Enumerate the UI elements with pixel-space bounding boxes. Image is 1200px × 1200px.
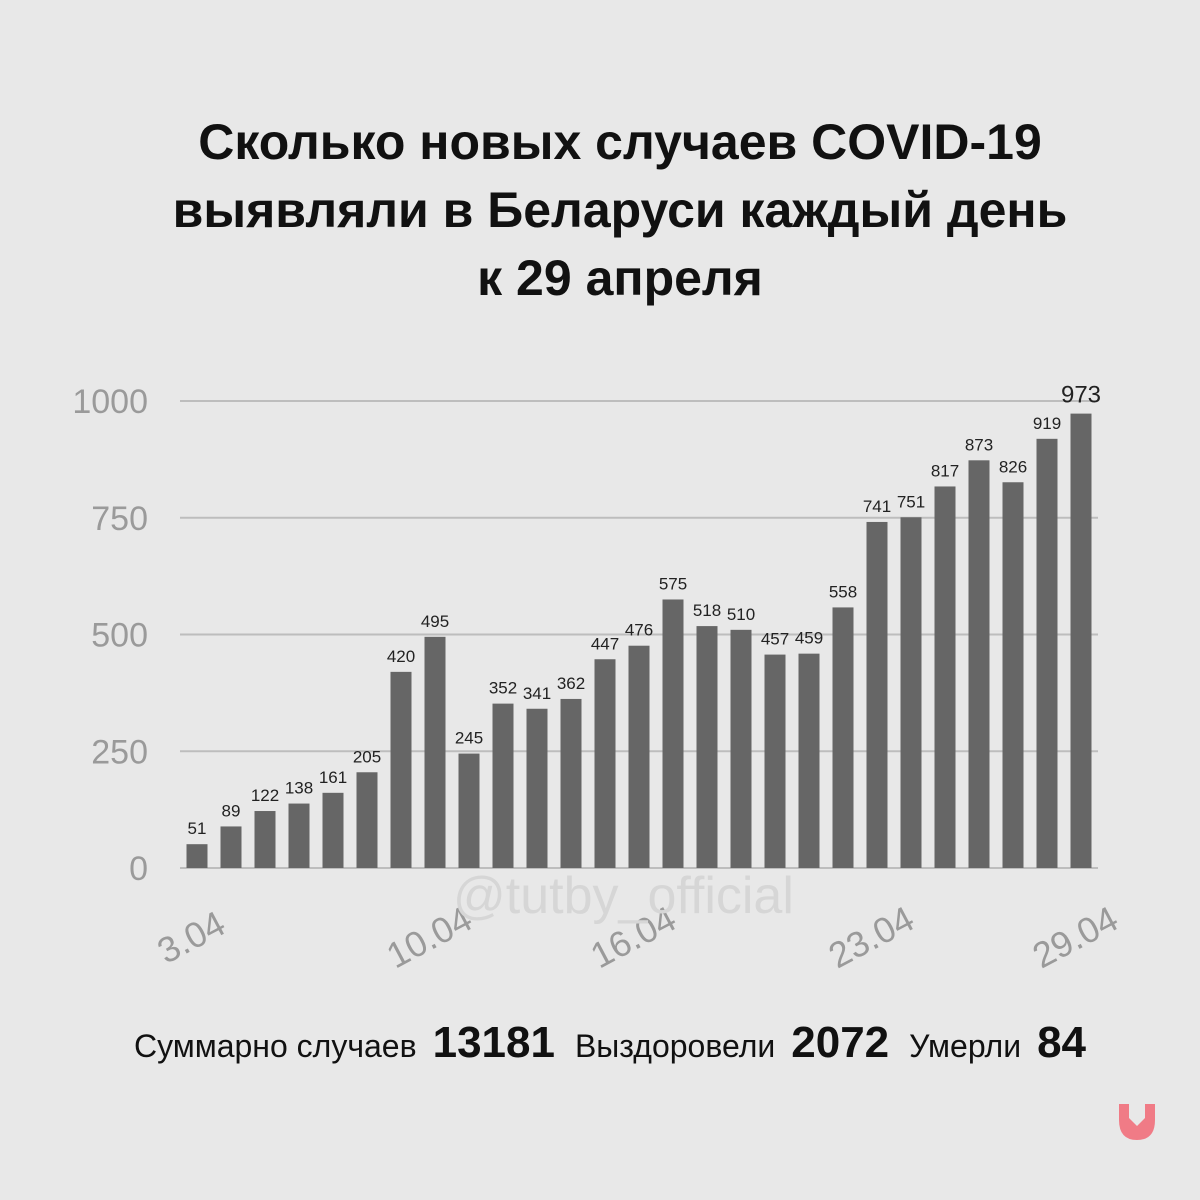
bar-12: [594, 659, 616, 868]
data-label-0: 51: [188, 819, 207, 838]
summary-stats: Суммарно случаев 13181 Выздоровели 2072 Умер…: [0, 1018, 1200, 1068]
chart-title: Сколько новых случаев COVID-19 выявляли …: [0, 108, 1200, 312]
data-label-6: 420: [387, 647, 415, 666]
watermark: @tutby_official: [453, 867, 794, 925]
x-tick-label-0: 3.04: [151, 902, 232, 971]
bar-5: [356, 772, 378, 868]
x-tick-label-3: 23.04: [822, 898, 921, 976]
y-tick-label-4: 1000: [72, 383, 148, 421]
data-label-20: 741: [863, 497, 891, 516]
bar-7: [424, 636, 446, 868]
recovered-value: 2072: [791, 1018, 890, 1067]
bar-0: [186, 844, 208, 868]
bar-10: [526, 708, 548, 868]
data-label-4: 161: [319, 768, 347, 787]
bar-22: [934, 486, 956, 868]
data-label-14: 575: [659, 574, 687, 593]
data-label-17: 457: [761, 630, 789, 649]
data-label-23: 873: [965, 435, 993, 454]
data-label-5: 205: [353, 747, 381, 766]
y-tick-label-1: 250: [91, 733, 148, 771]
bar-17: [764, 654, 786, 868]
bar-23: [968, 460, 990, 868]
bar-13: [628, 645, 650, 868]
data-label-2: 122: [251, 786, 279, 805]
tutby-down-arrow-logo-icon: [1119, 1104, 1155, 1140]
bar-11: [560, 698, 582, 868]
data-label-18: 459: [795, 629, 823, 648]
bar-2: [254, 811, 276, 868]
bar-9: [492, 703, 514, 868]
data-label-9: 352: [489, 679, 517, 698]
died-label: Умерли: [909, 1028, 1022, 1064]
bar-3: [288, 803, 310, 868]
data-label-26: 973: [1061, 382, 1101, 409]
data-label-21: 751: [897, 492, 925, 511]
died-value: 84: [1037, 1018, 1087, 1067]
data-label-16: 510: [727, 605, 755, 624]
bar-1: [220, 826, 242, 868]
total-cases-label: Суммарно случаев: [133, 1028, 417, 1064]
data-label-22: 817: [931, 461, 959, 480]
recovered-label: Выздоровели: [574, 1028, 776, 1064]
data-label-15: 518: [693, 601, 721, 620]
bar-6: [390, 671, 412, 868]
bar-18: [798, 653, 820, 868]
data-label-7: 495: [421, 612, 449, 631]
data-label-10: 341: [523, 684, 551, 703]
data-label-3: 138: [285, 779, 313, 798]
data-label-25: 919: [1033, 414, 1061, 433]
y-tick-label-3: 750: [91, 500, 148, 538]
data-label-1: 89: [222, 801, 241, 820]
bar-26: [1070, 413, 1092, 868]
total-cases-value: 13181: [432, 1018, 555, 1067]
title-line-1: Сколько новых случаев COVID-19: [198, 114, 1042, 170]
bar-21: [900, 517, 922, 868]
y-tick-label-2: 500: [91, 617, 148, 655]
bar-14: [662, 599, 684, 868]
data-label-11: 362: [557, 674, 585, 693]
bar-19: [832, 607, 854, 868]
bar-15: [696, 626, 718, 868]
data-label-24: 826: [999, 457, 1027, 476]
bar-4: [322, 792, 344, 868]
data-label-19: 558: [829, 582, 857, 601]
bar-8: [458, 753, 480, 868]
x-tick-label-4: 29.04: [1026, 898, 1125, 976]
bar-20: [866, 521, 888, 868]
data-label-13: 476: [625, 621, 653, 640]
data-label-8: 245: [455, 729, 483, 748]
bar-chart: 0 250 500 750 1000 51 89 122 138 161 205 420 495 245 3…: [72, 382, 1125, 977]
data-label-12: 447: [591, 634, 619, 653]
bar-16: [730, 629, 752, 868]
bar-24: [1002, 482, 1024, 868]
y-tick-label-0: 0: [129, 850, 148, 888]
title-line-2: выявляли в Беларуси каждый день: [172, 182, 1068, 238]
bar-25: [1036, 438, 1058, 868]
title-line-3: к 29 апреля: [477, 250, 763, 306]
